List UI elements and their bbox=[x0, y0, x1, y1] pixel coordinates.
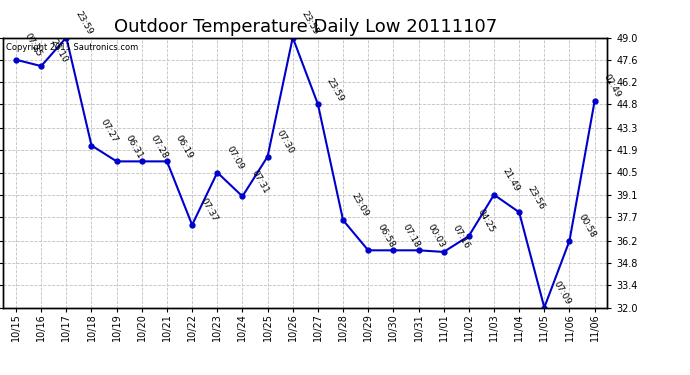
Text: 23:59: 23:59 bbox=[73, 9, 94, 36]
Text: 23:55: 23:55 bbox=[299, 9, 320, 36]
Text: 23:59: 23:59 bbox=[325, 76, 346, 103]
Text: 00:03: 00:03 bbox=[426, 222, 446, 249]
Text: 21:49: 21:49 bbox=[501, 166, 522, 194]
Text: 00:58: 00:58 bbox=[576, 213, 597, 239]
Text: 07:09: 07:09 bbox=[224, 144, 245, 171]
Text: 04:25: 04:25 bbox=[476, 208, 496, 235]
Text: 07:09: 07:09 bbox=[551, 279, 572, 306]
Text: 07:18: 07:18 bbox=[400, 222, 421, 249]
Text: 23:09: 23:09 bbox=[350, 192, 371, 219]
Title: Outdoor Temperature Daily Low 20111107: Outdoor Temperature Daily Low 20111107 bbox=[114, 18, 497, 36]
Text: Copyright 2011 Sautronics.com: Copyright 2011 Sautronics.com bbox=[6, 43, 139, 52]
Text: 07:31: 07:31 bbox=[249, 168, 270, 195]
Text: 07:28: 07:28 bbox=[149, 133, 170, 160]
Text: 06:19: 06:19 bbox=[174, 133, 195, 160]
Text: 06:31: 06:31 bbox=[124, 133, 144, 160]
Text: 06:58: 06:58 bbox=[375, 222, 396, 249]
Text: 07:16: 07:16 bbox=[451, 224, 471, 251]
Text: 07:37: 07:37 bbox=[199, 196, 220, 223]
Text: 23:56: 23:56 bbox=[526, 184, 546, 211]
Text: 07:27: 07:27 bbox=[99, 117, 119, 144]
Text: 07:25: 07:25 bbox=[23, 32, 43, 58]
Text: 02:49: 02:49 bbox=[602, 73, 622, 100]
Text: 07:30: 07:30 bbox=[275, 128, 295, 155]
Text: 23:10: 23:10 bbox=[48, 38, 69, 65]
